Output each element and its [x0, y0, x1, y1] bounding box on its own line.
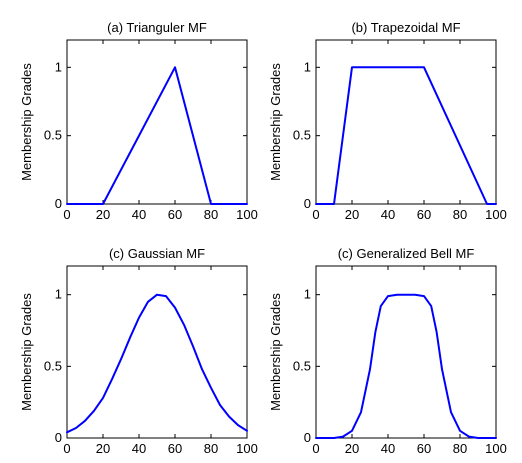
x-tick-label: 60 — [417, 441, 431, 456]
y-tick-label: 0 — [55, 430, 62, 445]
chart-panel-1: (a) Trianguler MF Membership Grades 0 20 40 6… — [19, 20, 258, 222]
x-tick-label: 100 — [236, 207, 258, 222]
chart-title: (c) Gaussian MF — [109, 246, 205, 261]
x-tick-label: 20 — [345, 207, 359, 222]
series-line-1 — [66, 293, 248, 434]
series-line-1 — [315, 293, 497, 439]
y-axis-label: Membership Grades — [268, 63, 283, 181]
x-tick-label: 80 — [453, 441, 467, 456]
x-tick-label: 0 — [63, 441, 70, 456]
y-tick-label: 0 — [55, 196, 62, 211]
y-axis-label: Membership Grades — [19, 293, 34, 411]
y-tick-label: 1 — [304, 59, 311, 74]
chart-panel-2: (b) Trapezoidal MF Membership Grades 0 20 40… — [268, 20, 507, 222]
x-tick-label: 80 — [453, 207, 467, 222]
y-tick-label: 1 — [304, 287, 311, 302]
x-tick-label: 80 — [204, 207, 218, 222]
y-axis-label: Membership Grades — [19, 63, 34, 181]
chart-title: (a) Trianguler MF — [107, 20, 207, 35]
x-tick-label: 60 — [417, 207, 431, 222]
y-tick-label: 1 — [55, 287, 62, 302]
x-tick-label: 60 — [168, 207, 182, 222]
y-tick-label: 0.5 — [293, 128, 311, 143]
y-tick-label: 1 — [55, 59, 62, 74]
axes-box — [66, 265, 248, 439]
chart-panel-3: (c) Gaussian MF Membership Grades 0 20 40 60 8… — [19, 246, 258, 456]
series-line-1 — [66, 66, 248, 205]
x-tick-label: 60 — [168, 441, 182, 456]
x-tick-label: 100 — [485, 441, 507, 456]
y-tick-label: 0.5 — [44, 358, 62, 373]
y-tick-label: 0.5 — [293, 358, 311, 373]
x-tick-label: 80 — [204, 441, 218, 456]
x-tick-label: 0 — [63, 207, 70, 222]
chart-title: (b) Trapezoidal MF — [351, 20, 460, 35]
axes-box — [315, 265, 497, 439]
x-tick-label: 40 — [132, 441, 146, 456]
x-tick-label: 40 — [381, 441, 395, 456]
chart-panel-4: (c) Generalized Bell MF Membership Grades… — [268, 246, 507, 456]
x-tick-label: 0 — [312, 207, 319, 222]
y-tick-label: 0.5 — [44, 128, 62, 143]
axes-box — [315, 39, 497, 205]
axes-box — [66, 39, 248, 205]
y-tick-label: 0 — [304, 196, 311, 211]
x-tick-label: 100 — [485, 207, 507, 222]
x-tick-label: 0 — [312, 441, 319, 456]
series-line-1 — [315, 66, 497, 205]
x-tick-label: 40 — [132, 207, 146, 222]
x-tick-label: 20 — [96, 441, 110, 456]
y-tick-label: 0 — [304, 430, 311, 445]
x-tick-label: 20 — [345, 441, 359, 456]
y-axis-label: Membership Grades — [268, 293, 283, 411]
x-tick-label: 40 — [381, 207, 395, 222]
chart-title: (c) Generalized Bell MF — [338, 246, 475, 261]
x-tick-label: 100 — [236, 441, 258, 456]
x-tick-label: 20 — [96, 207, 110, 222]
